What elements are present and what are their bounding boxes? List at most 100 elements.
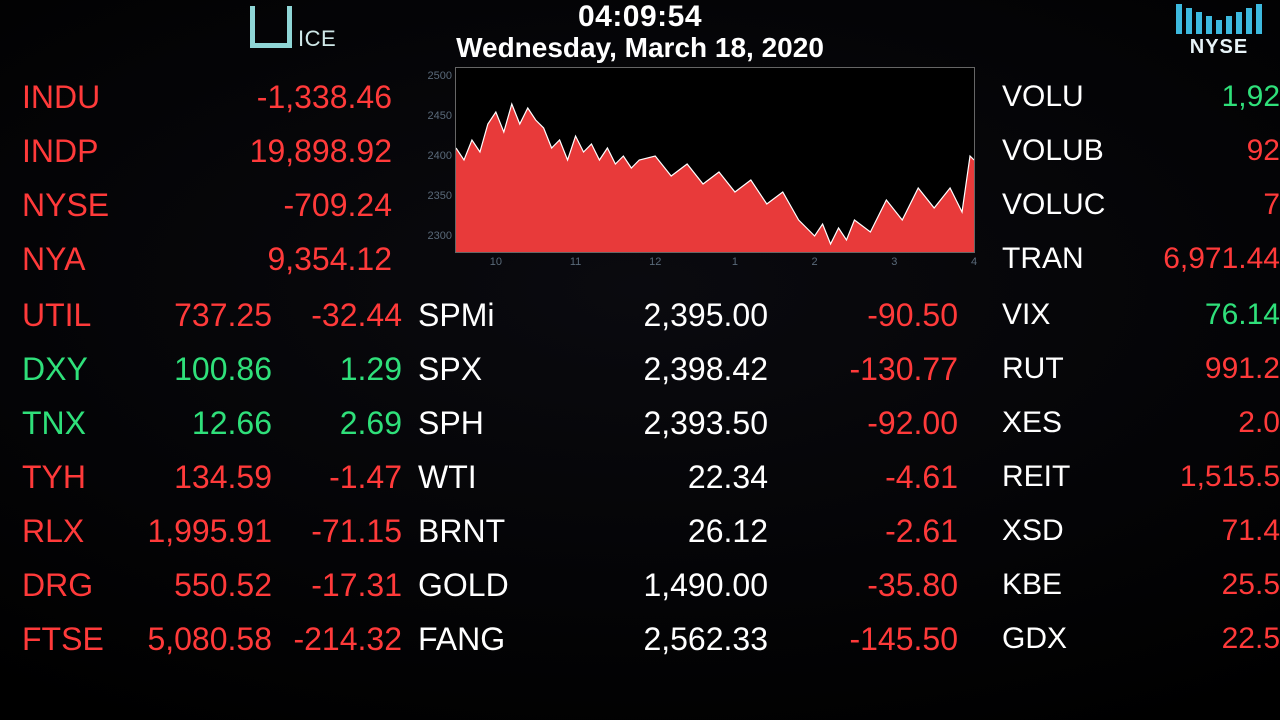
ticker-row-dxy: DXY100.861.29: [22, 342, 422, 396]
ticker-price: 100.86: [122, 353, 272, 385]
ticker-value: 71.4: [1122, 516, 1280, 546]
ticker-value: -1,338.46: [142, 81, 392, 113]
header-datetime: 04:09:54 Wednesday, March 18, 2020: [456, 0, 824, 64]
center-column: SPMi2,395.00-90.50SPX2,398.42-130.77SPH2…: [418, 288, 978, 666]
ticker-symbol: VOLU: [1002, 82, 1142, 112]
ticker-symbol: RUT: [1002, 354, 1122, 384]
ticker-symbol: NYA: [22, 243, 142, 275]
ticker-price: 2,562.33: [538, 623, 768, 655]
ticker-change: 1.29: [272, 353, 402, 385]
ticker-value: 19,898.92: [142, 135, 392, 167]
ticker-value: 1,92: [1142, 82, 1280, 112]
ticker-row-gold: GOLD1,490.00-35.80: [418, 558, 978, 612]
ticker-row-reit: REIT1,515.5: [1002, 450, 1280, 504]
ticker-price: 2,395.00: [538, 299, 768, 331]
ice-logo-text: ICE: [298, 26, 336, 52]
chart-xtick-label: 11: [570, 256, 581, 268]
ticker-value: 22.5: [1122, 624, 1280, 654]
ticker-value: 92: [1142, 136, 1280, 166]
ticker-symbol: DRG: [22, 569, 122, 601]
ticker-value: 25.5: [1122, 570, 1280, 600]
ticker-price: 1,490.00: [538, 569, 768, 601]
ticker-row-tnx: TNX12.662.69: [22, 396, 422, 450]
ticker-symbol: SPX: [418, 353, 538, 385]
ticker-row-rlx: RLX1,995.91-71.15: [22, 504, 422, 558]
ticker-change: -90.50: [768, 299, 958, 331]
ticker-row-wti: WTI22.34-4.61: [418, 450, 978, 504]
ticker-symbol: XES: [1002, 408, 1122, 438]
board-header: ICE 04:09:54 Wednesday, March 18, 2020 N…: [0, 0, 1280, 60]
chart-ytick-label: 2300: [418, 230, 452, 242]
ticker-symbol: FTSE: [22, 623, 122, 655]
ticker-row-brnt: BRNT26.12-2.61: [418, 504, 978, 558]
left-bottom-column: UTIL737.25-32.44DXY100.861.29TNX12.662.6…: [22, 288, 422, 666]
ticker-row-drg: DRG550.52-17.31: [22, 558, 422, 612]
ticker-change: -17.31: [272, 569, 402, 601]
ticker-row-ftse: FTSE5,080.58-214.32: [22, 612, 422, 666]
ticker-row-util: UTIL737.25-32.44: [22, 288, 422, 342]
ticker-value: 7: [1142, 190, 1280, 220]
ticker-symbol: BRNT: [418, 515, 538, 547]
ticker-price: 26.12: [538, 515, 768, 547]
nyse-logo: NYSE: [1176, 4, 1262, 59]
chart-xtick-label: 4: [971, 256, 977, 268]
ticker-row-rut: RUT991.2: [1002, 342, 1280, 396]
ticker-change: -1.47: [272, 461, 402, 493]
ticker-symbol: SPMi: [418, 299, 538, 331]
ticker-row-fang: FANG2,562.33-145.50: [418, 612, 978, 666]
ticker-row-gdx: GDX22.5: [1002, 612, 1280, 666]
ticker-symbol: REIT: [1002, 462, 1122, 492]
ticker-row-indp: INDP19,898.92: [22, 124, 402, 178]
chart-xtick-label: 12: [649, 256, 661, 268]
chart-ytick-label: 2500: [418, 70, 452, 82]
chart-ytick-label: 2450: [418, 110, 452, 122]
ticker-change: 2.69: [272, 407, 402, 439]
ticker-symbol: NYSE: [22, 189, 142, 221]
ticker-value: 6,971.44: [1142, 244, 1280, 274]
ticker-row-tran: TRAN6,971.44: [1002, 232, 1280, 286]
ticker-price: 1,995.91: [122, 515, 272, 547]
chart-xtick-label: 10: [490, 256, 502, 268]
ticker-price: 550.52: [122, 569, 272, 601]
ticker-price: 12.66: [122, 407, 272, 439]
nyse-logo-text: NYSE: [1176, 36, 1262, 59]
ice-logo: ICE: [250, 6, 336, 48]
ticker-price: 737.25: [122, 299, 272, 331]
chart-plot-area: [456, 68, 974, 252]
ticker-symbol: TRAN: [1002, 244, 1142, 274]
ticker-symbol: DXY: [22, 353, 122, 385]
ticker-symbol: GDX: [1002, 624, 1122, 654]
ticker-change: -92.00: [768, 407, 958, 439]
ticker-change: -35.80: [768, 569, 958, 601]
ticker-row-volub: VOLUB92: [1002, 124, 1280, 178]
clock-time: 04:09:54: [456, 0, 824, 34]
ticker-row-volu: VOLU1,92: [1002, 70, 1280, 124]
ticker-symbol: INDP: [22, 135, 142, 167]
ticker-price: 2,398.42: [538, 353, 768, 385]
chart-xtick-label: 1: [732, 256, 738, 268]
nyse-bars-icon: [1176, 4, 1262, 34]
chart-ytick-label: 2400: [418, 150, 452, 162]
ticker-value: 76.14: [1122, 300, 1280, 330]
ticker-row-kbe: KBE25.5: [1002, 558, 1280, 612]
ticker-row-xsd: XSD71.4: [1002, 504, 1280, 558]
ticker-row-nya: NYA9,354.12: [22, 232, 402, 286]
ticker-row-spx: SPX2,398.42-130.77: [418, 342, 978, 396]
ticker-value: 991.2: [1122, 354, 1280, 384]
ticker-change: -32.44: [272, 299, 402, 331]
market-board: ICE 04:09:54 Wednesday, March 18, 2020 N…: [0, 0, 1280, 720]
ticker-row-xes: XES2.0: [1002, 396, 1280, 450]
ticker-symbol: VOLUB: [1002, 136, 1142, 166]
ticker-price: 5,080.58: [122, 623, 272, 655]
ticker-symbol: GOLD: [418, 569, 538, 601]
ticker-symbol: KBE: [1002, 570, 1122, 600]
intraday-chart: 23002350240024502500 1011121234: [418, 68, 978, 268]
clock-date: Wednesday, March 18, 2020: [456, 32, 824, 64]
ticker-symbol: UTIL: [22, 299, 122, 331]
ticker-symbol: RLX: [22, 515, 122, 547]
ticker-symbol: TYH: [22, 461, 122, 493]
chart-svg: [456, 68, 974, 252]
ticker-price: 134.59: [122, 461, 272, 493]
chart-xtick-label: 3: [891, 256, 897, 268]
ticker-price: 2,393.50: [538, 407, 768, 439]
